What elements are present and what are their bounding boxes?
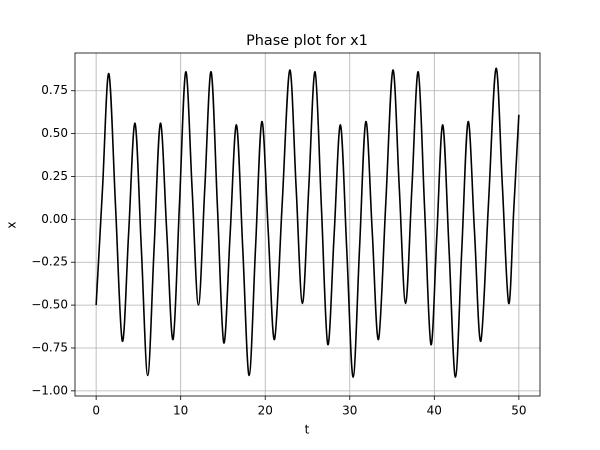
x-tick-label: 10	[173, 404, 188, 418]
chart-title: Phase plot for x1	[246, 33, 368, 49]
y-tick-label: 0.00	[41, 212, 68, 226]
y-tick-label: −0.75	[31, 340, 68, 354]
y-tick-label: 0.50	[41, 126, 68, 140]
y-tick-label: −0.25	[31, 255, 68, 269]
x-tick-label: 30	[342, 404, 357, 418]
y-axis-label: x	[5, 221, 19, 228]
y-tick-label: −0.50	[31, 298, 68, 312]
x-axis-label: t	[305, 423, 310, 437]
x-tick-label: 50	[511, 404, 526, 418]
data-line	[95, 67, 520, 378]
x-tick-label: 20	[258, 404, 273, 418]
y-tick-label: 0.75	[41, 83, 68, 97]
x-tick-label: 40	[427, 404, 442, 418]
y-tick-label: −1.00	[31, 383, 68, 397]
x-tick-label: 0	[92, 404, 100, 418]
y-tick-label: 0.25	[41, 169, 68, 183]
plot-frame	[74, 52, 541, 397]
